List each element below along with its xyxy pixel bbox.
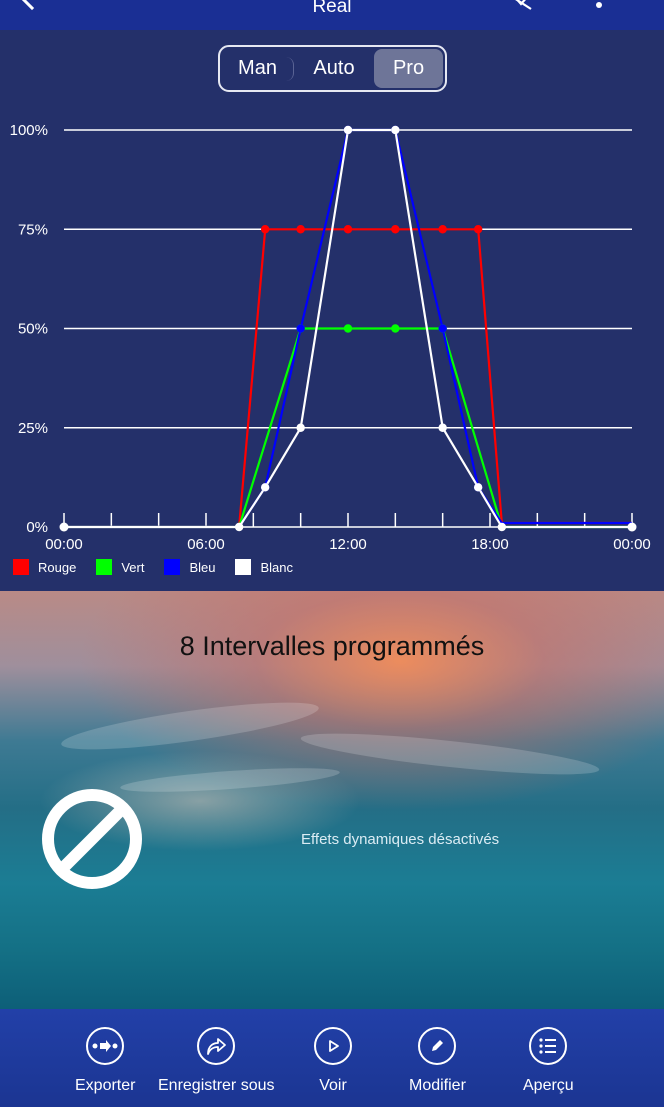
pencil-icon: [418, 1027, 457, 1065]
endpoint-marker: [59, 522, 69, 532]
legend-label: Rouge: [38, 559, 77, 575]
export-button[interactable]: Exporter: [75, 1027, 135, 1095]
legend-item-blanc: Blanc: [235, 559, 293, 575]
x-tick-label: 06:00: [187, 536, 225, 553]
legend-swatch: [235, 559, 252, 575]
wave-highlight: [59, 693, 321, 759]
wave-highlight: [119, 763, 341, 797]
data-point-blanc: [234, 522, 244, 532]
series-line-blanc: [64, 128, 632, 529]
data-point-blanc: [497, 522, 507, 532]
legend-item-rouge: Rouge: [13, 559, 76, 575]
y-tick-label: 25%: [18, 420, 48, 437]
save-as-label: Enregistrer sous: [158, 1077, 275, 1094]
legend-swatch: [13, 559, 29, 575]
bluetooth-off-icon[interactable]: [508, 0, 534, 10]
y-tick-label: 100%: [10, 122, 48, 139]
underwater-background-image: 8 Intervalles programmés Effets dynamiqu…: [0, 591, 664, 1009]
mode-segmented-control[interactable]: Man Auto Pro: [218, 45, 447, 92]
data-point-blanc: [260, 483, 270, 492]
dynamic-effects-status: Effets dynamiques désactivés: [301, 831, 500, 848]
x-tick-label: 18:00: [471, 536, 509, 553]
programmed-intervals-title: 8 Intervalles programmés: [179, 631, 485, 661]
export-icon: [86, 1027, 125, 1065]
data-point-blanc: [438, 423, 447, 432]
data-point-blanc: [391, 125, 400, 135]
series-line-rouge: [64, 228, 632, 529]
legend-label: Blanc: [260, 559, 293, 575]
endpoint-marker: [627, 522, 637, 532]
data-point-rouge: [296, 225, 305, 234]
wave-highlight: [299, 725, 601, 783]
light-curve-panel: 0% 25% 50% 75% 100% 00:00 06:00 12:00 18:00 00:00…: [0, 30, 664, 591]
data-point-blanc: [343, 125, 353, 135]
edit-button[interactable]: Modifier: [409, 1027, 466, 1095]
save-as-button[interactable]: Enregistrer sous: [158, 1027, 275, 1095]
legend-swatch: [164, 559, 181, 575]
play-icon: [314, 1027, 352, 1065]
save-as-share-icon: [197, 1027, 236, 1065]
data-point-vert: [391, 324, 400, 333]
edit-label: Modifier: [409, 1077, 466, 1094]
export-label: Exporter: [75, 1077, 136, 1094]
mode-option-pro[interactable]: Pro: [374, 49, 443, 88]
legend-item-bleu: Bleu: [164, 559, 215, 575]
x-tick-label: 12:00: [329, 536, 367, 553]
y-tick-label: 50%: [18, 321, 48, 338]
y-tick-label: 0%: [26, 519, 48, 536]
overview-button[interactable]: Aperçu: [523, 1027, 574, 1095]
top-navigation-bar: Real: [0, 0, 664, 30]
data-point-rouge: [438, 225, 447, 234]
legend-label: Bleu: [189, 559, 216, 575]
data-point-blanc: [296, 423, 305, 432]
data-point-rouge: [391, 225, 400, 234]
x-tick-label: 00:00: [613, 536, 651, 553]
prohibited-icon[interactable]: [40, 787, 144, 891]
overview-label: Aperçu: [523, 1077, 574, 1094]
view-label: Voir: [319, 1077, 347, 1094]
data-point-bleu: [296, 324, 305, 333]
data-point-bleu: [438, 324, 447, 333]
mode-option-man[interactable]: Man: [222, 56, 294, 81]
legend-swatch: [96, 559, 113, 575]
page-title: Real: [312, 0, 352, 17]
series-line-vert: [64, 327, 632, 529]
bottom-action-bar: Exporter Enregistrer sous Voir Modifier: [0, 1009, 664, 1107]
data-point-blanc: [473, 483, 483, 492]
data-point-vert: [343, 324, 353, 333]
chart-legend: Rouge Vert Bleu Blanc: [13, 559, 313, 575]
more-vertical-icon[interactable]: [596, 2, 602, 8]
data-point-rouge: [260, 225, 270, 234]
list-icon: [529, 1027, 568, 1065]
mode-option-auto[interactable]: Auto: [313, 57, 355, 79]
data-point-rouge: [473, 225, 483, 234]
x-tick-label: 00:00: [45, 536, 83, 553]
y-tick-label: 75%: [18, 221, 48, 238]
legend-item-vert: Vert: [96, 559, 144, 575]
legend-label: Vert: [121, 559, 145, 575]
view-button[interactable]: Voir: [314, 1027, 352, 1095]
data-point-rouge: [343, 225, 353, 234]
light-intensity-chart[interactable]: 0% 25% 50% 75% 100% 00:00 06:00 12:00 18:00 00:00: [0, 30, 664, 591]
